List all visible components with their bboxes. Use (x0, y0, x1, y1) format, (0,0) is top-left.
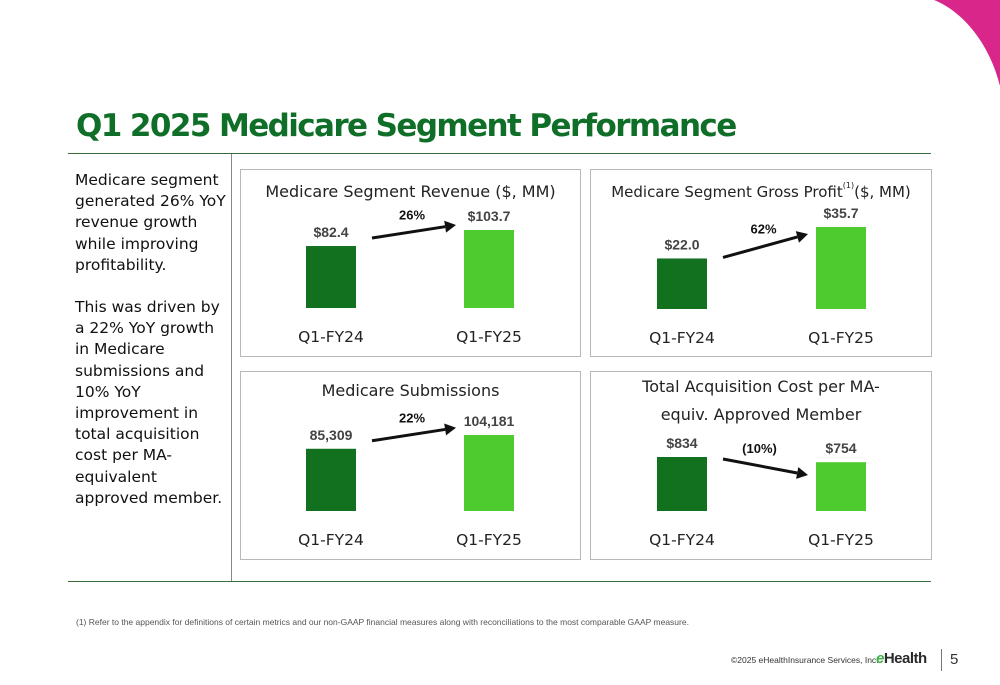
submissions-chart: 85,309 Q1-FY24 104,181 Q1-FY25 22% (298, 410, 522, 549)
x-tick-label: Q1-FY25 (808, 531, 874, 549)
data-label: 104,181 (464, 413, 515, 429)
acquisition-cost-chart: $834 Q1-FY24 $754 Q1-FY25 (10%) (649, 435, 874, 549)
chart-panel-acquisition-cost: Total Acquisition Cost per MA-equiv. App… (590, 371, 932, 560)
page-title: Q1 2025 Medicare Segment Performance (76, 108, 737, 144)
x-tick-label: Q1-FY24 (298, 531, 364, 549)
footnote: (1) Refer to the appendix for definition… (76, 617, 689, 627)
revenue-chart: $82.4 Q1-FY24 $103.7 Q1-FY25 26% (298, 208, 522, 346)
change-arrow-head (795, 231, 808, 243)
change-label: (10%) (742, 441, 777, 456)
data-label: 85,309 (310, 427, 353, 443)
chart-panel-revenue: Medicare Segment Revenue ($, MM) $82.4 Q1… (240, 169, 581, 357)
data-label: $35.7 (823, 205, 858, 221)
summary-paragraph-1: Medicare segment generated 26% YoY reven… (75, 171, 226, 274)
change-label: 62% (750, 222, 776, 237)
change-arrow (371, 427, 446, 443)
change-arrow-head (444, 220, 456, 233)
change-arrow-head (796, 467, 808, 479)
data-label: $754 (825, 440, 856, 456)
footer-separator (941, 649, 942, 671)
gross-profit-chart: $22.0 Q1-FY24 $35.7 Q1-FY25 62% (649, 205, 874, 347)
bar-q1-fy25 (464, 435, 514, 511)
bottom-divider (68, 581, 931, 582)
chart-panel-submissions: Medicare Submissions 85,309 Q1-FY24 104,18… (240, 371, 581, 560)
change-arrow-head (444, 423, 456, 436)
chart-title-submissions: Medicare Submissions (321, 381, 500, 400)
chart-title-gross-profit: Medicare Segment Gross Profit(1)($, MM) (611, 181, 911, 201)
bar-q1-fy25 (464, 230, 514, 308)
chart-panel-gross-profit: Medicare Segment Gross Profit(1)($, MM) … (590, 169, 932, 357)
ehealth-logo: eHealth (876, 650, 927, 667)
change-arrow (722, 235, 798, 259)
data-label: $82.4 (313, 224, 348, 240)
chart-title-revenue: Medicare Segment Revenue ($, MM) (265, 182, 556, 201)
bar-q1-fy24 (657, 258, 707, 309)
summary-text: Medicare segment generated 26% YoY reven… (75, 170, 227, 509)
change-label: 26% (399, 208, 425, 223)
x-tick-label: Q1-FY24 (649, 531, 715, 549)
bar-q1-fy25 (816, 227, 866, 309)
data-label: $834 (666, 435, 697, 451)
column-divider (231, 154, 232, 581)
bar-q1-fy24 (306, 246, 356, 308)
x-tick-label: Q1-FY24 (649, 329, 715, 347)
change-arrow (371, 225, 446, 240)
bar-q1-fy25 (816, 462, 866, 511)
title-divider (68, 153, 931, 154)
x-tick-label: Q1-FY25 (456, 328, 522, 346)
summary-paragraph-2: This was driven by a 22% YoY growth in M… (75, 298, 223, 507)
x-tick-label: Q1-FY24 (298, 328, 364, 346)
page-number: 5 (950, 651, 959, 668)
data-label: $22.0 (664, 236, 699, 252)
change-label: 22% (399, 410, 425, 425)
bar-q1-fy24 (657, 457, 707, 511)
change-arrow (722, 457, 798, 475)
x-tick-label: Q1-FY25 (456, 531, 522, 549)
data-label: $103.7 (468, 208, 511, 224)
chart-title-acquisition-cost: Total Acquisition Cost per MA-equiv. App… (642, 377, 880, 424)
bar-q1-fy24 (306, 448, 356, 511)
x-tick-label: Q1-FY25 (808, 329, 874, 347)
copyright-text: ©2025 eHealthInsurance Services, Inc. (731, 655, 879, 665)
corner-accent-shape (934, 0, 1000, 86)
